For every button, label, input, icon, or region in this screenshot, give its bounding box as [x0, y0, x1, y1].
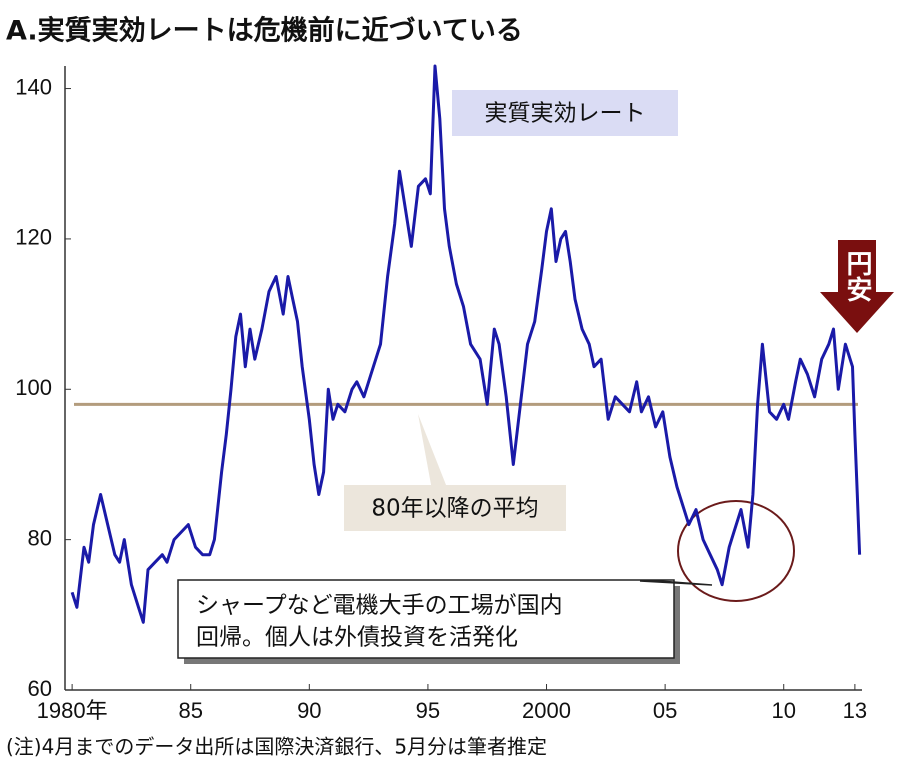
x-tick-label: 13 — [843, 698, 867, 723]
y-tick-label: 60 — [28, 676, 52, 701]
series-line — [70, 64, 862, 624]
arrow-label: 円安 — [842, 250, 872, 302]
average-label: 80年以降の平均 — [371, 496, 538, 522]
y-tick-label: 80 — [28, 525, 52, 550]
y-tick-label: 120 — [15, 225, 52, 250]
average-pointer — [418, 414, 448, 490]
x-tick-label: 85 — [178, 698, 202, 723]
callout-pointer — [639, 580, 713, 586]
highlight-ellipse — [677, 500, 795, 602]
callout: シャープなど電機大手の工場が国内 回帰。個人は外債投資を活発化 — [177, 579, 713, 664]
x-tick-label: 05 — [653, 698, 677, 723]
y-tick-label: 100 — [15, 375, 52, 400]
chart-title: A.実質実効レートは危機前に近づいている — [6, 15, 523, 47]
x-tick-label: 90 — [297, 698, 321, 723]
x-tick-label: 1980年 — [37, 698, 108, 723]
y-tick-label: 140 — [15, 74, 52, 99]
callout-line: シャープなど電機大手の工場が国内 — [196, 593, 563, 619]
x-tick-label: 2000 — [522, 698, 571, 723]
x-tick-label: 10 — [771, 698, 795, 723]
callout-box — [177, 579, 675, 659]
callout-line: 回帰。個人は外債投資を活発化 — [196, 625, 518, 651]
yen-weak-arrow — [820, 240, 894, 333]
average-label-box — [344, 485, 566, 531]
x-tick-label: 95 — [416, 698, 440, 723]
footnote: (注)4月までのデータ出所は国際決済銀行、5月分は筆者推定 — [6, 735, 547, 759]
series-label-box — [452, 90, 678, 136]
series-label: 実質実効レート — [485, 101, 646, 127]
